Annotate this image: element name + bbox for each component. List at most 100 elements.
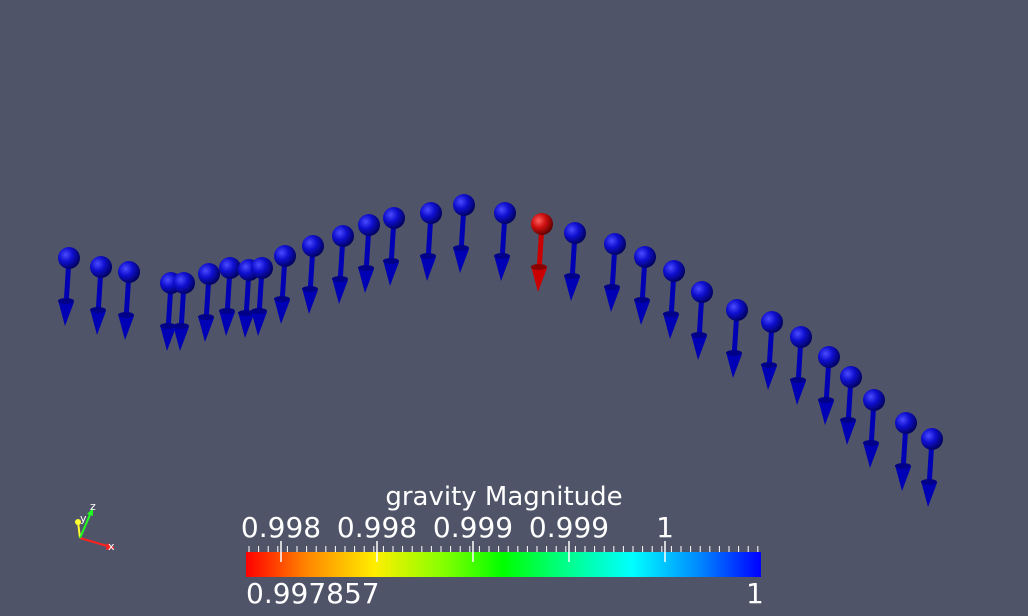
glyph-sphere [58,247,80,269]
glyph-arrowhead [726,352,742,378]
glyph-arrowhead [604,286,620,312]
vector-glyph [274,245,296,324]
glyph-arrowhead-base [238,310,254,316]
glyph-arrowhead [494,255,510,281]
glyph-arrowhead-base [332,276,348,282]
glyph-arrowhead-base [198,314,214,320]
glyph-sphere [863,389,885,411]
glyph-arrowhead [358,267,374,293]
glyph-arrowhead-base [494,253,510,259]
glyph-arrowhead [564,275,580,301]
glyph-sphere [420,202,442,224]
vector-glyph [634,246,656,325]
vector-glyph [332,225,354,304]
glyph-sphere [634,246,656,268]
glyph-arrowhead-base [219,308,235,314]
glyph-arrowhead-base [383,258,399,264]
glyph-arrowhead-base [761,362,777,368]
glyph-sphere [219,257,241,279]
scalar-bar-tick-label: 0.999 [528,511,610,544]
glyph-arrowhead [118,314,134,340]
glyph-sphere [604,233,626,255]
glyph-sphere [118,261,140,283]
glyph-arrowhead [691,334,707,360]
glyph-sphere [531,213,553,235]
vector-glyph [691,281,713,360]
glyph-layer [58,194,943,507]
glyph-sphere [761,311,783,333]
vector-glyph [790,326,812,405]
glyph-arrowhead-base [895,463,911,469]
z-axis-arrow [87,508,93,516]
glyph-sphere [302,235,324,257]
glyph-sphere [564,222,586,244]
glyph-sphere [173,272,195,294]
vector-glyph [383,207,405,286]
vector-glyph [663,260,685,339]
glyph-sphere [383,207,405,229]
glyph-arrowhead [198,316,214,342]
vector-glyph [840,366,862,445]
glyph-arrowhead [663,313,679,339]
glyph-arrowhead-base [58,298,74,304]
glyph-arrowhead-base [921,479,937,485]
scalar-bar-range-max: 1 [746,577,764,610]
glyph-arrowhead-base [840,417,856,423]
z-axis-label: z [90,500,96,513]
glyph-sphere [921,428,943,450]
vector-glyph [604,233,626,312]
glyph-arrowhead-base [160,323,176,329]
glyph-sphere [274,245,296,267]
vector-glyph [58,247,80,326]
glyph-arrowhead-base [531,264,547,270]
glyph-arrowhead [238,312,254,338]
y-axis-tip [75,519,81,525]
glyph-sphere [198,263,220,285]
glyph-arrowhead-base [420,253,436,259]
glyph-arrowhead [160,325,176,351]
glyph-arrowhead-base [634,297,650,303]
glyph-arrowhead [634,299,650,325]
glyph-arrowhead-base [726,350,742,356]
glyph-arrowhead [219,310,235,336]
glyph-sphere [332,225,354,247]
glyph-arrowhead-base [358,265,374,271]
vector-glyph [818,346,840,425]
vector-glyph [302,235,324,314]
glyph-sphere [453,194,475,216]
glyph-arrowhead [90,309,106,335]
glyph-arrowhead-base [274,296,290,302]
scalar-bar-tick-label: 0.998 [336,511,418,544]
x-axis-label: x [108,540,115,553]
glyph-arrowhead [420,255,436,281]
glyph-arrowhead [531,266,547,292]
glyph-arrowhead [863,442,879,468]
glyph-arrowhead [58,300,74,326]
glyph-sphere [691,281,713,303]
glyph-arrowhead [921,481,937,507]
glyph-arrowhead [895,465,911,491]
scalar-bar-tick-label: 0.999 [432,511,514,544]
glyph-arrowhead-base [302,286,318,292]
vector-glyph [198,263,220,342]
vector-glyph-min [531,213,553,292]
vector-glyph [453,194,475,273]
glyph-arrowhead-base [118,312,134,318]
glyph-arrowhead-base [90,307,106,313]
scalar-bar-tick-label: 0.998 [240,511,322,544]
glyph-arrowhead [383,260,399,286]
glyph-arrowhead [332,278,348,304]
glyph-arrowhead-base [790,377,806,383]
glyph-arrowhead [274,298,290,324]
orientation-axes-widget[interactable]: x y z [68,498,124,558]
glyph-sphere [663,260,685,282]
scalar-bar-title: gravity Magnitude [385,482,623,512]
y-axis-label: y [80,512,87,525]
scalar-bar-range-min: 0.997857 [246,577,380,610]
vector-glyph [564,222,586,301]
vector-glyph [358,214,380,293]
color-legend-bar[interactable] [246,552,761,577]
vector-glyph [494,202,516,281]
vector-glyph [118,261,140,340]
